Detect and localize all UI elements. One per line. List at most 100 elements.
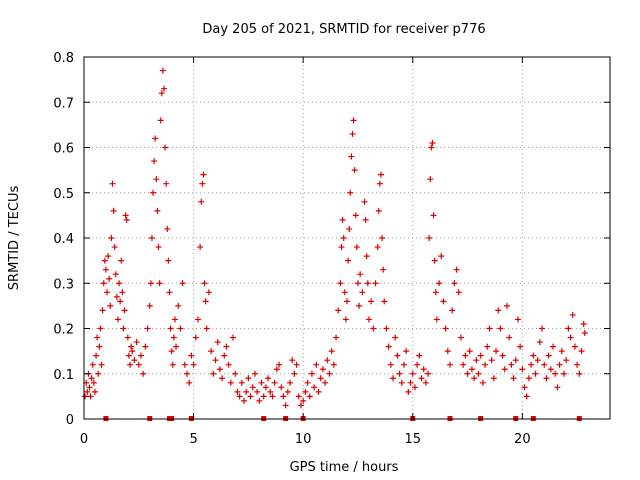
data-point (88, 375, 95, 382)
data-point (556, 361, 563, 368)
data-point (433, 316, 440, 323)
data-point (188, 352, 195, 359)
data-point (265, 375, 272, 382)
data-point (109, 180, 116, 187)
data-point (293, 361, 300, 368)
data-point (173, 343, 180, 350)
data-point (106, 275, 113, 282)
data-point (223, 343, 230, 350)
data-point (407, 379, 414, 386)
data-point (442, 325, 449, 332)
grid (84, 57, 610, 419)
x-axis-label: GPS time / hours (290, 460, 399, 475)
data-point (202, 298, 209, 305)
y-axis-label: SRMTID / TECUs (7, 186, 22, 291)
data-point (133, 339, 140, 346)
data-point (169, 361, 176, 368)
data-point (110, 207, 117, 214)
y-tick-label: 0.6 (53, 142, 74, 157)
data-point (364, 280, 371, 287)
data-point (376, 180, 383, 187)
data-point (112, 271, 119, 278)
data-point (122, 212, 129, 219)
data-point (160, 85, 167, 92)
data-point (377, 171, 384, 178)
data-point (409, 370, 416, 377)
data-point (428, 144, 435, 151)
data-point (365, 316, 372, 323)
data-point (238, 379, 245, 386)
data-point (563, 357, 570, 364)
data-point (356, 302, 363, 309)
data-point (510, 375, 517, 382)
data-point (342, 316, 349, 323)
data-point (471, 375, 478, 382)
data-point (392, 334, 399, 341)
data-point (166, 289, 173, 296)
data-point (473, 357, 480, 364)
data-point (245, 375, 252, 382)
data-point (254, 388, 261, 395)
data-point (447, 361, 454, 368)
data-point (394, 352, 401, 359)
data-point (295, 393, 302, 400)
data-point (519, 366, 526, 373)
data-point (479, 379, 486, 386)
data-point (344, 298, 350, 305)
data-point (313, 361, 320, 368)
x-tick-label: 5 (189, 432, 197, 447)
data-point (96, 343, 103, 350)
data-point (528, 361, 535, 368)
data-point (503, 302, 510, 309)
data-point (512, 357, 519, 364)
data-point (84, 388, 91, 395)
data-point (363, 253, 370, 260)
data-point (436, 280, 443, 287)
data-point (338, 244, 345, 251)
data-point (140, 370, 147, 377)
data-point (300, 397, 307, 404)
data-point (380, 266, 387, 273)
data-point (124, 334, 131, 341)
data-point (550, 343, 557, 350)
data-point (354, 280, 361, 287)
data-point (147, 280, 154, 287)
data-point (501, 366, 508, 373)
data-point (372, 280, 379, 287)
data-point (324, 357, 331, 364)
data-point (94, 334, 101, 341)
data-point (493, 348, 500, 355)
chart-title: Day 205 of 2021, SRMTID for receiver p77… (202, 22, 485, 37)
data-point (333, 334, 340, 341)
data-point (506, 334, 513, 341)
data-point (104, 289, 111, 296)
data-point (269, 393, 276, 400)
data-point (291, 370, 298, 377)
data-point (449, 307, 456, 314)
x-tick-label: 15 (404, 432, 421, 447)
data-point (411, 384, 418, 391)
y-tick-label: 0.5 (53, 187, 74, 202)
y-tick-label: 0.2 (53, 323, 74, 338)
data-point (128, 343, 135, 350)
data-point (93, 352, 100, 359)
data-point (243, 388, 250, 395)
data-point (116, 280, 123, 287)
data-point (155, 244, 162, 251)
data-point (370, 325, 377, 332)
data-point (351, 167, 358, 174)
data-point (306, 393, 313, 400)
data-point (302, 388, 309, 395)
data-point (432, 289, 439, 296)
data-point (539, 325, 546, 332)
data-point (154, 207, 161, 214)
data-point (170, 334, 177, 341)
data-point (545, 352, 552, 359)
data-point (175, 302, 182, 309)
data-point (219, 375, 226, 382)
data-point (276, 361, 283, 368)
data-point (205, 289, 212, 296)
data-point (453, 266, 460, 273)
data-point (317, 375, 324, 382)
data-point (273, 366, 280, 373)
